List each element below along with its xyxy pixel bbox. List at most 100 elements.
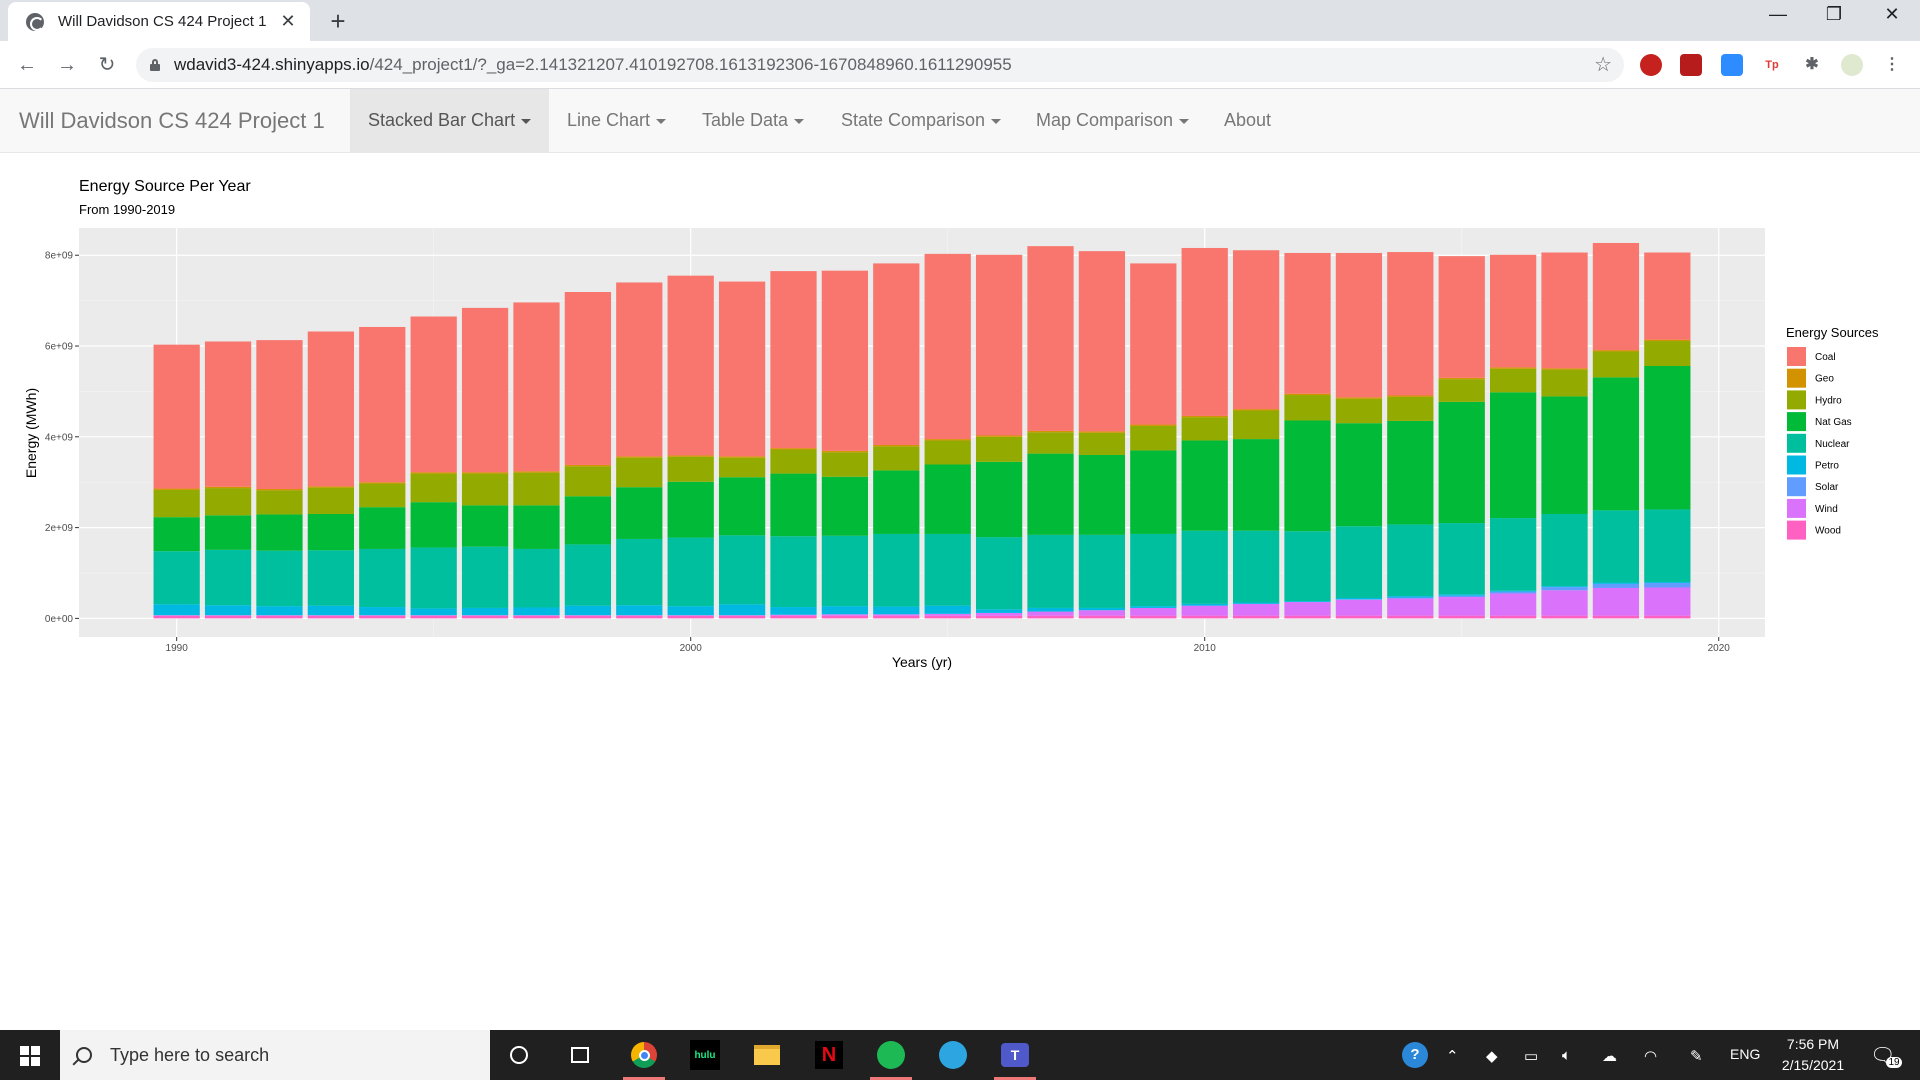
telegram-icon[interactable] xyxy=(928,1030,978,1080)
help-icon[interactable]: ? xyxy=(1402,1042,1428,1068)
zoom-extension-icon[interactable] xyxy=(1721,54,1743,76)
bar-segment-nuclear xyxy=(616,538,663,606)
battery-icon[interactable]: ▭ xyxy=(1524,1048,1539,1065)
bar-segment-coal xyxy=(256,340,303,490)
bar-segment-nuclear xyxy=(873,533,920,607)
profile-avatar-icon[interactable] xyxy=(1841,54,1863,76)
new-tab-button[interactable]: + xyxy=(330,6,346,36)
bar-segment-petro xyxy=(1592,582,1640,584)
bar-segment-nat-gas xyxy=(1232,439,1280,531)
bar-segment-geo xyxy=(1438,377,1485,380)
opera-extension-icon[interactable] xyxy=(1640,54,1662,76)
legend-swatch xyxy=(1787,498,1806,518)
bar-segment-coal xyxy=(616,282,663,457)
bar-segment-coal xyxy=(667,275,714,456)
bar-segment-nuclear xyxy=(1541,513,1588,587)
bar-segment-nat-gas xyxy=(461,505,509,547)
bar-segment-nuclear xyxy=(924,533,971,606)
lock-icon[interactable] xyxy=(150,59,160,71)
url-text[interactable]: wdavid3-424.shinyapps.io/424_project1/?_… xyxy=(174,55,1012,75)
bar-segment-geo xyxy=(1181,415,1228,418)
bar-segment-wood xyxy=(924,615,971,619)
bar-segment-coal xyxy=(770,271,817,449)
globe-icon xyxy=(26,12,44,31)
bar-segment-coal xyxy=(1335,252,1383,398)
forward-arrow-icon[interactable]: → xyxy=(57,54,77,76)
nav-table-data[interactable]: Table Data xyxy=(684,89,822,152)
bar-segment-coal xyxy=(1438,256,1485,378)
legend-swatch xyxy=(1787,433,1806,453)
clock-time[interactable]: 7:56 PM xyxy=(1786,1036,1840,1052)
bar-segment-wood xyxy=(153,615,200,619)
wifi-icon[interactable]: ◠ xyxy=(1644,1048,1658,1065)
bar-segment-geo xyxy=(204,486,252,489)
reload-icon[interactable]: ↻ xyxy=(98,54,116,76)
bar-segment-petro xyxy=(616,605,663,616)
onedrive-icon[interactable]: ☁ xyxy=(1602,1048,1617,1065)
spotify-icon[interactable] xyxy=(866,1030,916,1080)
cortana-icon[interactable] xyxy=(494,1030,544,1080)
bookmark-star-icon[interactable]: ☆ xyxy=(1594,54,1612,76)
clock-date[interactable]: 2/15/2021 xyxy=(1781,1057,1845,1073)
bar-segment-wood xyxy=(718,615,766,619)
tp-extension-icon[interactable]: Tp xyxy=(1761,54,1783,76)
y-tick-label: 2e+09 xyxy=(45,523,74,534)
bar-segment-coal xyxy=(153,344,200,489)
bar-segment-petro xyxy=(153,604,200,616)
bar-segment-coal xyxy=(975,254,1023,436)
bar-segment-petro xyxy=(667,606,714,616)
address-bar[interactable]: wdavid3-424.shinyapps.io/424_project1/?_… xyxy=(136,48,1624,82)
browser-tab[interactable]: Will Davidson CS 424 Project 1 ✕ xyxy=(8,2,310,41)
pdf-extension-icon[interactable] xyxy=(1680,54,1702,76)
minimize-icon[interactable]: — xyxy=(1769,4,1787,24)
bar-segment-petro xyxy=(410,608,457,616)
chevron-up-icon[interactable]: ⌃ xyxy=(1446,1048,1459,1065)
bar-segment-nuclear xyxy=(513,548,560,608)
chrome-menu-icon[interactable]: ⋮ xyxy=(1881,54,1903,76)
nav-stacked-bar-chart[interactable]: Stacked Bar Chart xyxy=(350,89,550,152)
file-explorer-icon[interactable] xyxy=(742,1030,792,1080)
bar-segment-geo xyxy=(1027,430,1074,433)
bar-segment-nat-gas xyxy=(153,517,200,552)
hulu-icon[interactable]: hulu xyxy=(680,1030,730,1080)
nav-line-chart[interactable]: Line Chart xyxy=(549,89,684,152)
bar-segment-hydro xyxy=(1592,351,1640,378)
bar-segment-nat-gas xyxy=(307,513,355,551)
bar-segment-petro xyxy=(1232,602,1280,604)
bar-segment-coal xyxy=(513,302,560,472)
netflix-icon[interactable]: N xyxy=(804,1030,854,1080)
nav-state-comparison[interactable]: State Comparison xyxy=(823,89,1019,152)
bar-segment-nuclear xyxy=(1335,526,1383,598)
bar-segment-solar xyxy=(1387,597,1434,599)
extensions-puzzle-icon[interactable]: ✱ xyxy=(1801,54,1823,76)
volume-icon[interactable]: 🔈︎ xyxy=(1562,1047,1572,1064)
nav-map-comparison[interactable]: Map Comparison xyxy=(1018,89,1207,152)
y-tick-label: 4e+09 xyxy=(45,432,74,443)
bar-segment-nat-gas xyxy=(564,496,612,545)
nav-about[interactable]: About xyxy=(1206,89,1289,152)
bar-segment-hydro xyxy=(1644,341,1691,366)
legend-swatch xyxy=(1787,455,1806,475)
close-tab-icon[interactable]: ✕ xyxy=(280,11,296,31)
bar-segment-coal xyxy=(1232,250,1280,410)
pen-icon[interactable]: ✎ xyxy=(1690,1048,1703,1065)
chrome-icon[interactable] xyxy=(619,1030,669,1080)
start-button[interactable] xyxy=(0,1030,60,1080)
bar-segment-coal xyxy=(718,281,766,457)
app-brand[interactable]: Will Davidson CS 424 Project 1 xyxy=(19,108,325,133)
back-arrow-icon[interactable]: ← xyxy=(17,54,37,76)
window-close-icon[interactable]: ✕ xyxy=(1884,4,1900,24)
y-axis-label: Energy (MWh) xyxy=(23,388,39,478)
bar-segment-wood xyxy=(821,615,869,619)
language-indicator[interactable]: ENG xyxy=(1730,1046,1761,1062)
maximize-icon[interactable]: ❐ xyxy=(1825,4,1843,24)
bar-segment-wood xyxy=(1130,615,1177,619)
taskbar-search[interactable]: Type here to search xyxy=(60,1030,490,1080)
task-view-icon[interactable] xyxy=(555,1030,605,1080)
teams-icon[interactable]: T xyxy=(990,1030,1040,1080)
dropbox-icon[interactable]: ◆ xyxy=(1486,1048,1498,1065)
bar-segment-wood xyxy=(1489,615,1537,619)
bar-segment-nuclear xyxy=(204,549,252,606)
bar-segment-geo xyxy=(975,435,1023,437)
bar-segment-coal xyxy=(1027,246,1074,431)
